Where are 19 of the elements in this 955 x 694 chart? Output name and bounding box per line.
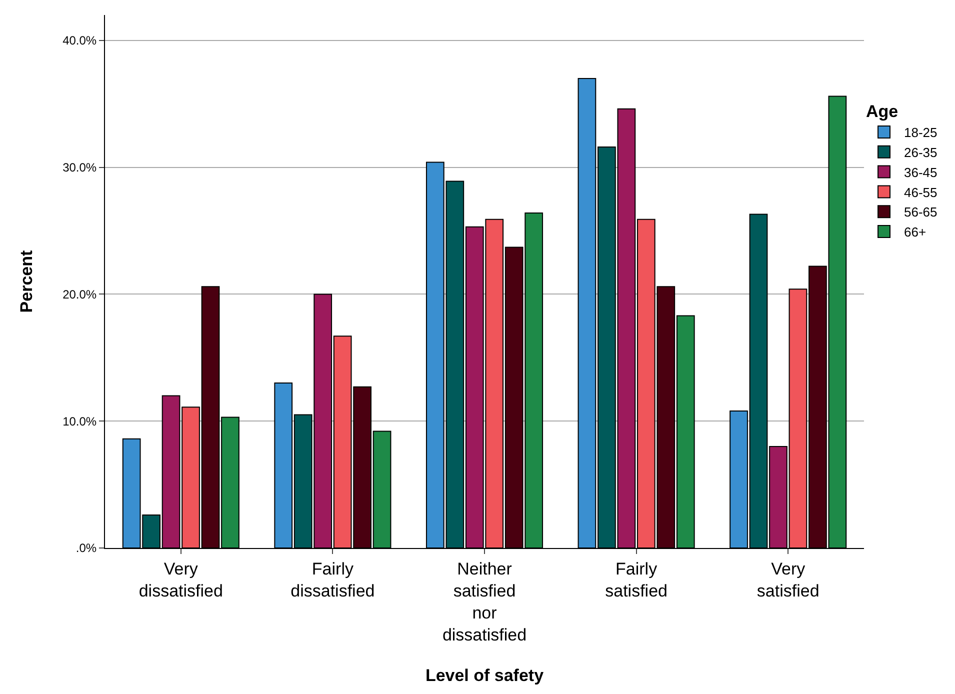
legend-label: 36-45 [904,164,938,180]
legend-label: 18-25 [904,125,938,140]
legend-title: Age [866,102,898,122]
legend-label: 66+ [904,224,926,240]
y-tick-label: 20.0% [62,287,97,302]
x-tick-label: Fairly dissatisfied [290,559,375,600]
x-tick-label: Fairly satisfied [605,559,668,600]
y-axis-title: Percent [17,250,36,313]
x-tick-label: Neither satisfied nor dissatisfied [442,559,527,645]
y-tick-label: 30.0% [62,160,97,174]
x-tick-label: Very satisfied [756,559,820,600]
y-tick-label: .0% [76,541,97,556]
x-tick-label: Very dissatisfied [138,559,223,600]
legend-label: 26-35 [904,144,938,160]
x-axis-title: Level of safety [425,666,544,686]
legend-label: 46-55 [904,184,938,200]
legend-label: 56-65 [904,204,938,220]
y-tick-label: 10.0% [62,414,97,428]
y-tick-label: 40.0% [62,34,97,48]
